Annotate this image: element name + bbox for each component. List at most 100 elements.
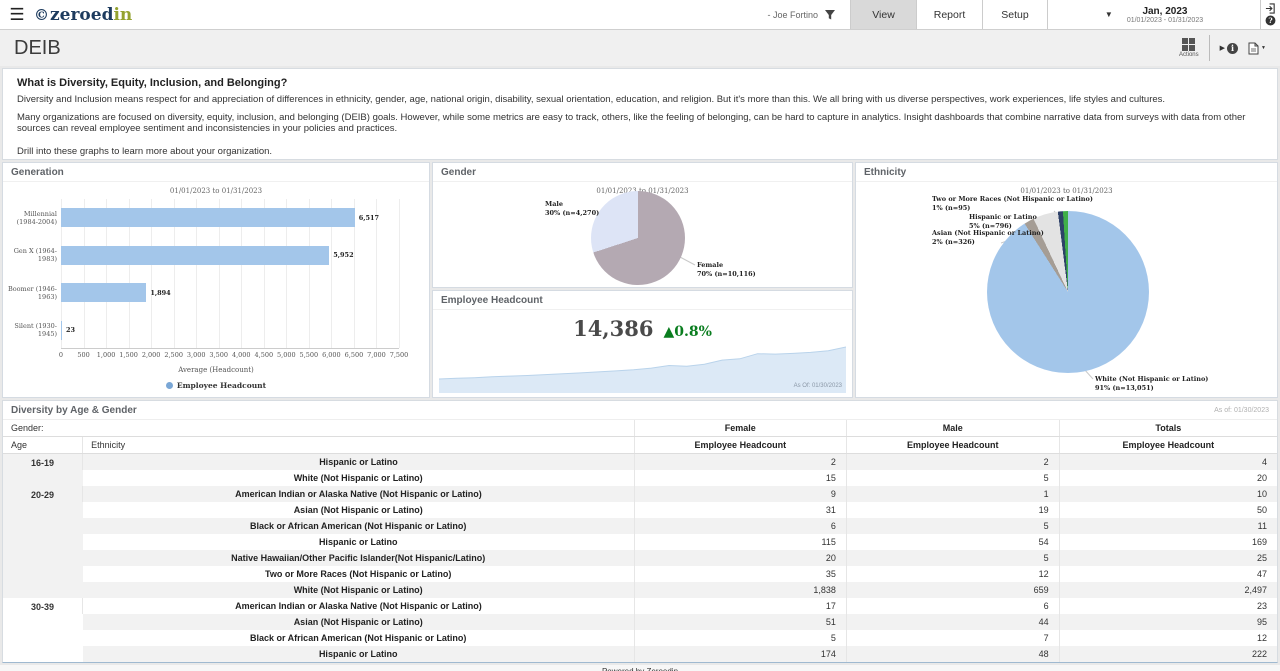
age-group-cell: 30-39 [3,598,83,662]
bar-category-label: Gen X (1964-1983) [5,247,57,263]
total-headcount-cell: 23 [1059,598,1277,614]
table-row: Asian (Not Hispanic or Latino)311950 [3,502,1277,518]
bar[interactable] [61,208,355,227]
table-title: Diversity by Age & Gender [11,405,137,416]
total-headcount-cell: 12 [1059,630,1277,646]
ethnicity-cell: Black or African American (Not Hispanic … [83,630,635,646]
help-icon[interactable]: ? [1265,15,1276,26]
ethnicity-cell: American Indian or Alaska Native (Not Hi… [83,598,635,614]
bar-row: Silent (1930-1945)23 [61,312,399,350]
table-row: Native Hawaiian/Other Pacific Islander(N… [3,550,1277,566]
total-headcount-cell: 11 [1059,518,1277,534]
info-button[interactable]: ▶ i [1220,43,1238,54]
ethnicity-cell: American Indian or Alaska Native (Not Hi… [83,486,635,502]
table-row: Black or African American (Not Hispanic … [3,630,1277,646]
ethnicity-chart-card: Ethnicity 01/01/2023 to 01/31/2023 Two o… [855,162,1278,398]
generation-bar-plot[interactable]: Millennial (1984-2004)6,517Gen X (1964-1… [61,199,399,349]
page-header: DEIB Actions ▶ i ▼ [0,30,1280,66]
tab-view[interactable]: View [850,0,916,29]
ethnicity-cell: White (Not Hispanic or Latino) [83,470,635,486]
col-totals: Totals [1059,420,1277,437]
total-headcount-cell: 169 [1059,534,1277,550]
x-tick-label: 6,000 [322,351,341,359]
tab-report[interactable]: Report [916,0,982,29]
male-headcount-cell: 1 [846,486,1059,502]
total-headcount-cell: 25 [1059,550,1277,566]
ethnicity-asian-label: Asian (Not Hispanic or Latino) 2% (n=326… [932,229,1044,247]
charts-row: Generation 01/01/2023 to 01/31/2023 Mill… [2,162,1278,398]
filter-icon[interactable] [824,9,836,21]
male-headcount-cell: 12 [846,566,1059,582]
svg-text:?: ? [1268,16,1272,25]
user-label: - Joe Fortino [767,10,818,20]
table-row: 16-19Hispanic or Latino224 [3,454,1277,471]
table-row: White (Not Hispanic or Latino)15520 [3,470,1277,486]
total-headcount-cell: 4 [1059,454,1277,471]
logo-mark: © [34,6,49,24]
triangle-icon: ▶ [1220,44,1225,52]
ethnicity-cell: Black or African American (Not Hispanic … [83,518,635,534]
generation-x-axis-label: Average (Headcount) [3,366,429,374]
x-tick-label: 2,000 [142,351,161,359]
ethnicity-chart-title: Ethnicity [856,163,1277,182]
info-icon: i [1227,43,1238,54]
chevron-down-icon: ▼ [1261,45,1266,51]
bar-row: Gen X (1964-1983)5,952 [61,237,399,275]
bar-value-label: 1,894 [150,289,170,297]
menu-icon[interactable]: ☰ [0,0,34,29]
generation-x-axis: 05001,0001,5002,0002,5003,0003,5004,0004… [61,351,399,361]
generation-chart-subtitle: 01/01/2023 to 01/31/2023 [3,187,429,195]
gender-pie[interactable] [591,191,685,285]
female-headcount-cell: 35 [634,566,846,582]
bar-value-label: 6,517 [359,214,379,222]
intro-paragraph-2: Many organizations are focused on divers… [17,112,1263,134]
ethnicity-cell: White (Not Hispanic or Latino) [83,582,635,598]
total-headcount-cell: 47 [1059,566,1277,582]
female-headcount-cell: 15 [634,470,846,486]
total-headcount-cell: 10 [1059,486,1277,502]
bar-row: Millennial (1984-2004)6,517 [61,199,399,237]
date-range-selector[interactable]: ▼ Jan, 2023 01/01/2023 - 01/31/2023 [1048,0,1260,29]
bar[interactable] [61,283,146,302]
actions-grid-icon [1182,38,1195,51]
male-headcount-cell: 2 [846,454,1059,471]
period-label: Jan, 2023 [1127,6,1203,17]
female-headcount-cell: 51 [634,614,846,630]
intro-paragraph-1: Diversity and Inclusion means respect fo… [17,94,1263,105]
legend-marker [166,382,173,389]
export-button[interactable]: ▼ [1248,42,1266,55]
total-headcount-cell: 20 [1059,470,1277,486]
bar-value-label: 5,952 [333,251,353,259]
page-title: DEIB [14,37,61,60]
x-tick-label: 500 [77,351,89,359]
x-tick-label: 2,500 [164,351,183,359]
ethnicity-chart-subtitle: 01/01/2023 to 01/31/2023 [856,187,1277,195]
logout-icon[interactable] [1265,3,1276,14]
female-headcount-cell: 20 [634,550,846,566]
ethnicity-cell: Hispanic or Latino [83,534,635,550]
col-ethnicity: Ethnicity [83,437,635,454]
bar-category-label: Boomer (1946-1963) [5,285,57,301]
intro-heading: What is Diversity, Equity, Inclusion, an… [17,77,1263,89]
male-headcount-cell: 7 [846,630,1059,646]
female-headcount-cell: 17 [634,598,846,614]
total-headcount-cell: 2,497 [1059,582,1277,598]
actions-button[interactable]: Actions [1179,38,1199,58]
x-tick-label: 7,000 [367,351,386,359]
bar[interactable] [61,321,62,340]
tab-setup[interactable]: Setup [982,0,1048,29]
col-male: Male [846,420,1059,437]
col-female: Female [634,420,846,437]
generation-chart-card: Generation 01/01/2023 to 01/31/2023 Mill… [2,162,430,398]
headcount-as-of: As Of: 01/30/2023 [794,383,842,389]
main-tabs: View Report Setup [850,0,1048,29]
ethnicity-white-label: White (Not Hispanic or Latino) 91% (n=13… [1095,375,1208,393]
x-tick-label: 0 [59,351,63,359]
intro-card: What is Diversity, Equity, Inclusion, an… [2,68,1278,160]
employee-headcount-card: Employee Headcount 14,386 ▲0.8% As Of: 0… [432,290,853,398]
diversity-table-card: Diversity by Age & Gender As of: 01/30/2… [2,400,1278,663]
bar[interactable] [61,246,329,265]
col-totals-headcount: Employee Headcount [1059,437,1277,454]
table-row: Two or More Races (Not Hispanic or Latin… [3,566,1277,582]
ethnicity-cell: Asian (Not Hispanic or Latino) [83,614,635,630]
